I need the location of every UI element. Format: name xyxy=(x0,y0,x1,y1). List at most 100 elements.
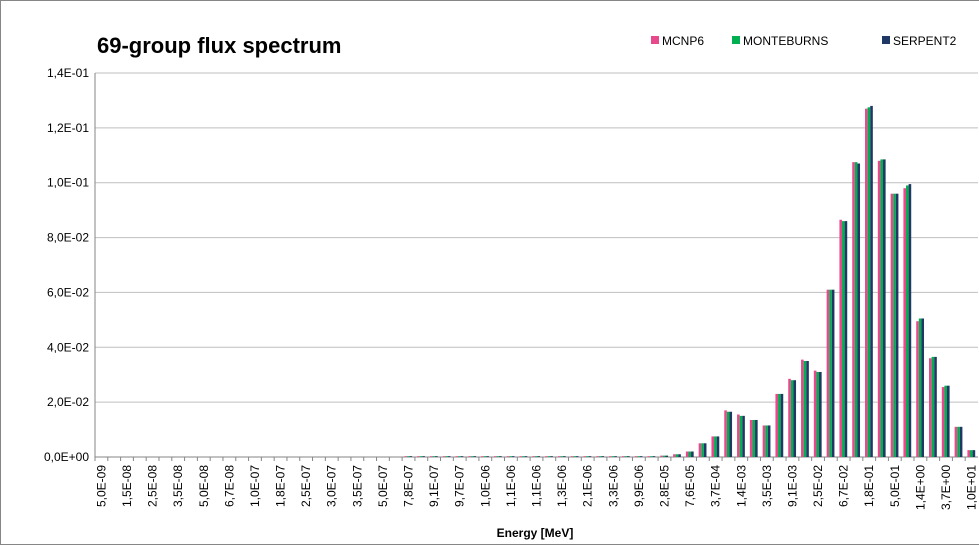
bar xyxy=(611,456,615,457)
bar xyxy=(842,221,845,457)
x-tick-label: 3,5E-07 xyxy=(350,465,364,507)
bar xyxy=(524,456,528,457)
bar xyxy=(816,371,820,457)
bar xyxy=(665,455,669,457)
bar xyxy=(511,456,515,457)
bar xyxy=(534,456,538,457)
bar xyxy=(675,454,679,457)
x-tick-label: 1,8E-07 xyxy=(274,465,288,507)
bar xyxy=(673,454,676,457)
bar xyxy=(468,456,471,457)
bar xyxy=(455,456,459,457)
bar xyxy=(857,163,861,457)
bar xyxy=(445,456,448,457)
bar xyxy=(970,450,973,457)
bar xyxy=(716,436,720,457)
bar xyxy=(906,185,909,457)
bar xyxy=(419,456,423,457)
bar xyxy=(826,289,830,457)
bar xyxy=(762,425,766,457)
bar xyxy=(711,436,715,457)
bar xyxy=(788,378,791,457)
bar xyxy=(934,356,937,457)
x-tick-label: 7,8E-07 xyxy=(402,465,416,507)
bar xyxy=(698,443,702,457)
bar xyxy=(486,456,489,457)
bar xyxy=(803,361,807,457)
bar xyxy=(601,456,605,457)
x-tick-label: 9,1E-03 xyxy=(785,465,799,507)
bar xyxy=(752,419,756,457)
x-tick-label: 1,0E-06 xyxy=(478,465,492,507)
bar xyxy=(701,443,704,457)
x-tick-label: 9,7E-07 xyxy=(453,465,467,507)
bar xyxy=(883,159,886,457)
bar xyxy=(473,456,477,457)
bar xyxy=(598,456,602,457)
y-tick-label: 0,0E+00 xyxy=(44,450,89,464)
bar xyxy=(435,456,438,457)
bar xyxy=(496,456,500,457)
y-tick-label: 1,0E-01 xyxy=(47,176,89,190)
x-tick-label: 1,3E-06 xyxy=(555,465,569,507)
bar xyxy=(726,411,730,457)
bar xyxy=(954,426,958,457)
x-tick-label: 3,7E+00 xyxy=(939,465,953,510)
bar xyxy=(583,456,587,457)
x-tick-label: 2,5E-08 xyxy=(146,465,160,507)
bar xyxy=(637,456,640,457)
bar xyxy=(550,456,553,457)
bar xyxy=(691,451,694,457)
bar xyxy=(957,426,960,457)
bar xyxy=(895,193,899,457)
x-axis-label: Energy [MeV] xyxy=(497,526,574,540)
bar xyxy=(880,159,884,457)
legend-label: MONTEBURNS xyxy=(743,34,828,48)
bar xyxy=(839,219,843,457)
bar xyxy=(481,456,484,457)
x-tick-label: 2,5E-07 xyxy=(299,465,313,507)
bar xyxy=(929,358,932,457)
bar xyxy=(652,456,656,457)
x-tick-label: 1,0E+01 xyxy=(965,465,979,510)
x-tick-label: 2,8E-05 xyxy=(657,465,671,507)
bar xyxy=(660,455,663,457)
bar xyxy=(483,456,487,457)
bar xyxy=(506,456,510,457)
x-tick-label: 6,7E-02 xyxy=(837,465,851,507)
bar xyxy=(890,193,894,457)
bar xyxy=(537,456,541,457)
bar xyxy=(959,426,963,457)
bar xyxy=(499,456,502,457)
y-tick-label: 1,4E-01 xyxy=(47,66,89,80)
bar xyxy=(458,456,461,457)
bar xyxy=(921,318,925,457)
bar xyxy=(737,414,740,457)
bar xyxy=(916,321,919,457)
bar xyxy=(609,456,612,457)
x-tick-label: 5,0E-01 xyxy=(888,465,902,507)
x-tick-label: 1,8E-01 xyxy=(862,465,876,507)
bar xyxy=(775,393,779,457)
x-tick-label: 1,0E-07 xyxy=(248,465,262,507)
bar xyxy=(831,289,835,457)
bar xyxy=(790,380,794,457)
bar xyxy=(596,456,599,457)
x-tick-label: 3,5E-03 xyxy=(760,465,774,507)
bar xyxy=(767,425,771,457)
bar xyxy=(867,107,871,458)
bar xyxy=(614,456,617,457)
x-tick-label: 1,1E-06 xyxy=(504,465,518,507)
bar xyxy=(749,419,753,457)
bar xyxy=(624,456,628,457)
x-tick-label: 5,0E-09 xyxy=(94,465,108,507)
bar xyxy=(627,456,630,457)
bar xyxy=(557,456,561,457)
bar xyxy=(724,410,727,457)
x-tick-label: 7,6E-05 xyxy=(683,465,697,507)
bar xyxy=(793,380,797,457)
y-tick-label: 2,0E-02 xyxy=(47,395,89,409)
bar xyxy=(650,456,653,457)
x-tick-label: 2,5E-02 xyxy=(811,465,825,507)
x-tick-label: 9,1E-07 xyxy=(427,465,441,507)
